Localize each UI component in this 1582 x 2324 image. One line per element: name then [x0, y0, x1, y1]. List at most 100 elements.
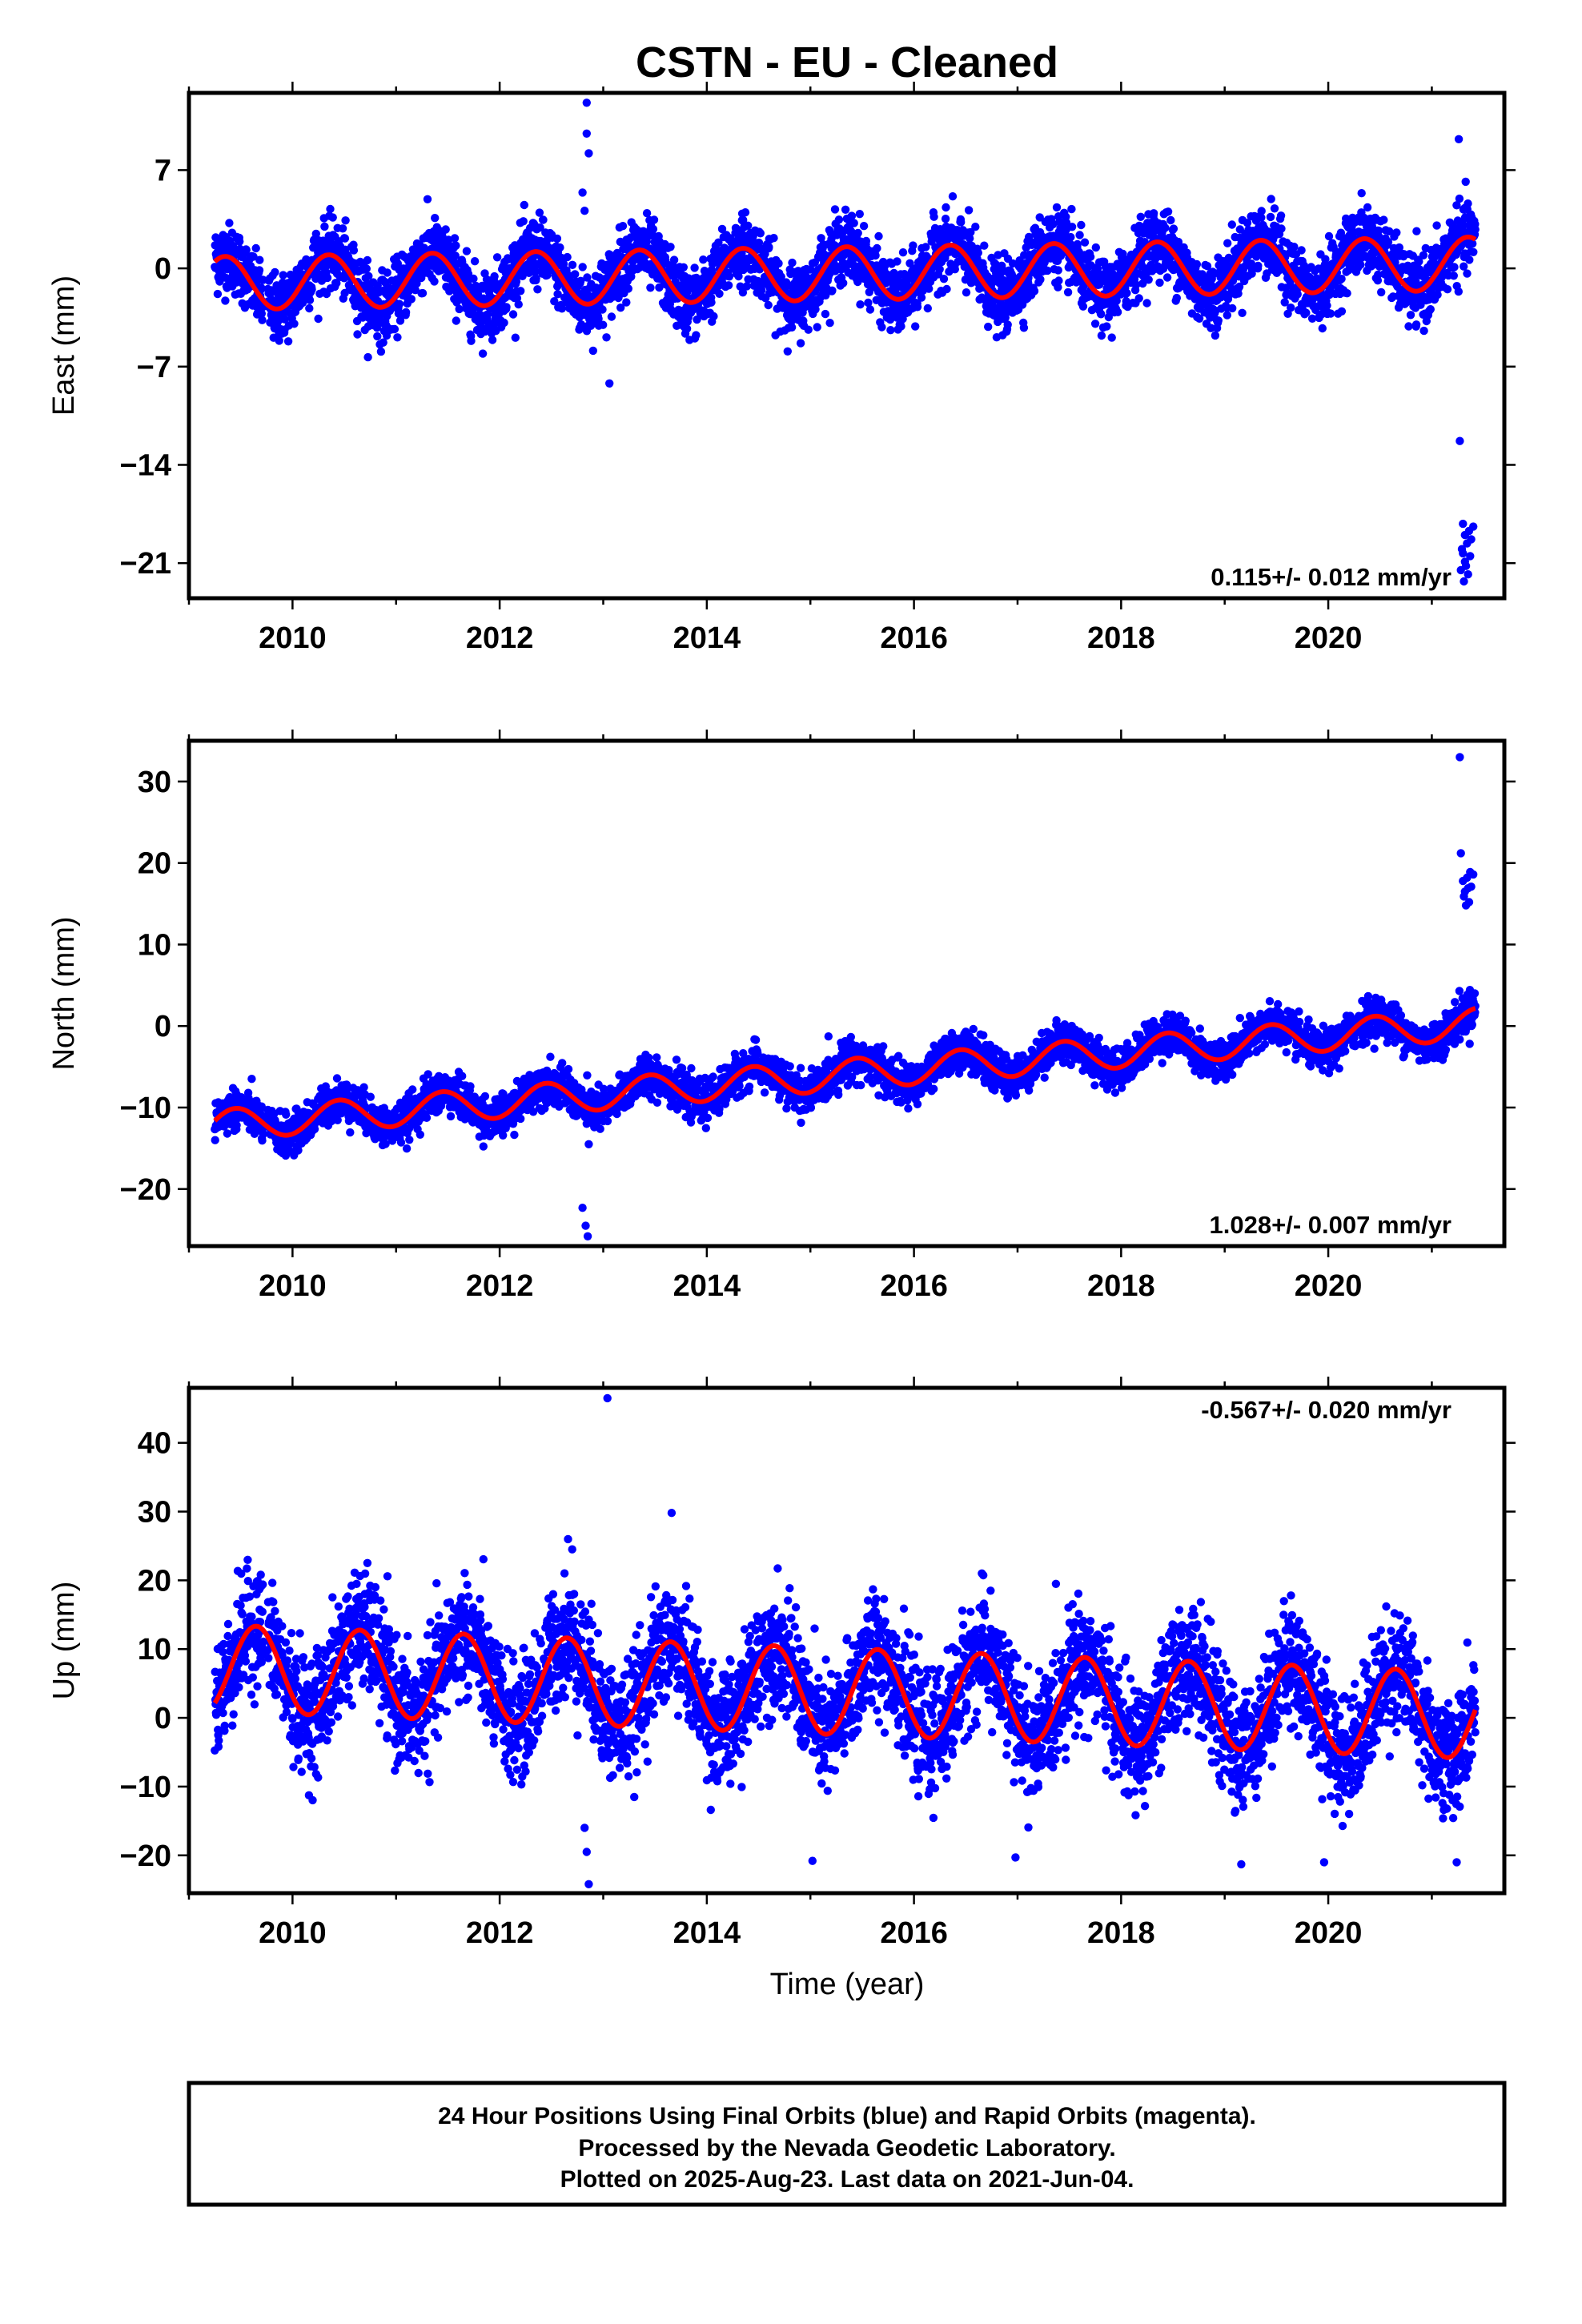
data-point — [1384, 227, 1394, 235]
data-point — [1276, 211, 1286, 220]
data-point — [1343, 289, 1351, 298]
outlier-point — [605, 379, 614, 388]
data-point — [1054, 276, 1063, 285]
data-point — [873, 243, 881, 253]
data-point — [839, 279, 848, 287]
data-point — [1337, 275, 1346, 283]
data-point — [811, 305, 820, 314]
data-point — [469, 274, 478, 283]
data-point — [213, 289, 223, 299]
data-point — [1443, 285, 1452, 294]
data-point — [290, 320, 299, 328]
data-point — [913, 303, 922, 312]
data-point — [323, 273, 332, 283]
outlier-point — [1464, 570, 1472, 579]
data-point — [699, 255, 708, 264]
data-point — [450, 234, 460, 243]
data-point — [886, 326, 895, 335]
data-point — [305, 304, 314, 313]
data-point — [553, 290, 562, 299]
data-point — [346, 1128, 355, 1137]
data-point — [404, 287, 414, 296]
data-point — [259, 1129, 268, 1139]
data-point — [1113, 308, 1122, 316]
data-point — [1471, 225, 1480, 234]
data-point — [966, 234, 974, 243]
data-point — [255, 266, 264, 275]
data-point — [1449, 271, 1459, 280]
x-tick-label: 2020 — [1295, 621, 1363, 655]
north-points — [211, 753, 1480, 1241]
data-point — [1162, 273, 1172, 282]
data-point — [452, 241, 460, 250]
data-point — [1144, 275, 1153, 284]
data-point — [396, 316, 405, 325]
data-point — [255, 255, 264, 264]
data-point — [373, 332, 382, 341]
data-point — [418, 288, 428, 298]
data-point — [855, 210, 865, 219]
data-point — [859, 222, 869, 231]
data-point — [279, 271, 287, 279]
data-point — [984, 322, 993, 332]
data-point — [813, 323, 821, 332]
data-point — [925, 284, 934, 293]
data-point — [310, 1124, 319, 1134]
outlier-point — [1459, 519, 1468, 529]
data-point — [550, 297, 559, 306]
data-point — [258, 316, 267, 324]
data-point — [298, 298, 307, 308]
outlier-point — [1467, 535, 1476, 544]
outlier-point — [1460, 577, 1468, 586]
data-point — [1426, 305, 1435, 314]
data-point — [362, 264, 371, 273]
data-point — [379, 338, 387, 347]
data-point — [492, 253, 502, 262]
data-point — [1404, 322, 1413, 331]
data-point — [774, 259, 783, 268]
data-point — [588, 346, 597, 356]
data-point — [1134, 294, 1143, 303]
outlier-point — [582, 99, 591, 107]
data-point — [249, 252, 258, 261]
data-point — [1287, 304, 1295, 312]
data-point — [532, 274, 540, 283]
data-point — [256, 283, 266, 292]
data-point — [223, 1129, 232, 1138]
data-point — [536, 223, 544, 232]
data-point — [994, 251, 1002, 259]
data-point — [1080, 238, 1090, 247]
data-point — [1097, 331, 1106, 340]
data-point — [232, 1120, 241, 1130]
data-point — [1086, 252, 1095, 261]
data-point — [1293, 290, 1302, 299]
data-point — [1048, 220, 1058, 229]
data-point — [332, 1074, 342, 1083]
outlier-point — [1461, 561, 1471, 570]
y-tick-label: 7 — [155, 154, 171, 187]
data-point — [1374, 270, 1383, 279]
data-point — [1035, 213, 1044, 222]
data-point — [622, 298, 631, 307]
east-frame — [187, 90, 1507, 601]
data-point — [905, 259, 914, 267]
data-point — [1406, 311, 1415, 320]
data-point — [533, 285, 542, 294]
data-point — [1468, 239, 1477, 248]
data-point — [283, 337, 293, 346]
data-point — [1395, 243, 1404, 252]
data-point — [340, 234, 350, 243]
outlier-point — [578, 188, 587, 197]
data-point — [787, 323, 797, 332]
data-point — [1163, 207, 1173, 216]
data-point — [1243, 219, 1252, 227]
data-point — [707, 298, 716, 307]
chart-title: CSTN - EU - Cleaned — [636, 38, 1058, 86]
data-point — [1254, 261, 1263, 271]
data-point — [332, 279, 341, 287]
data-point — [1228, 304, 1237, 313]
data-point — [834, 215, 844, 224]
data-point — [1136, 212, 1146, 221]
data-point — [520, 200, 528, 210]
